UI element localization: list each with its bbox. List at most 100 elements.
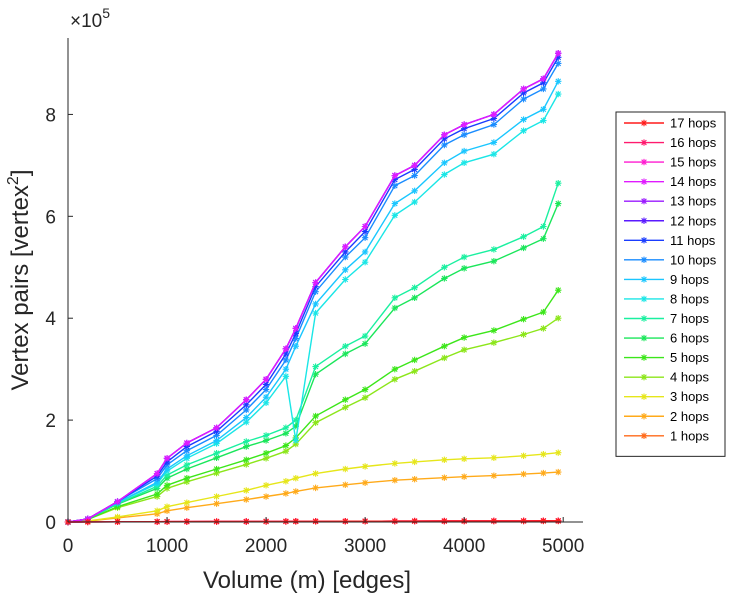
data-point (262, 393, 270, 401)
series-4-hops (64, 315, 562, 526)
data-point (490, 327, 498, 334)
legend-swatch-marker (640, 119, 648, 127)
legend-swatch-marker (640, 432, 648, 439)
data-point (460, 253, 468, 261)
series-5-hops (64, 286, 562, 526)
data-point (114, 498, 121, 505)
data-point (183, 439, 191, 447)
data-point (391, 304, 399, 312)
data-point (391, 294, 399, 302)
data-point (213, 465, 220, 473)
series-line (67, 317, 559, 523)
y-tick-label: 8 (45, 105, 56, 126)
data-point (391, 376, 399, 383)
data-point (342, 518, 349, 525)
x-tick-label: 1000 (146, 536, 188, 557)
legend-label: 5 hops (670, 350, 710, 365)
data-point (183, 465, 191, 473)
y-tick-label: 2 (45, 411, 56, 432)
data-point (490, 150, 498, 158)
data-point (391, 200, 399, 207)
data-point (292, 488, 299, 495)
data-point (312, 279, 319, 286)
data-point (153, 479, 161, 486)
data-point (282, 430, 290, 437)
legend-entry: 12 hops (624, 213, 717, 228)
data-point (460, 346, 468, 353)
legend-swatch-marker (640, 158, 648, 166)
y-axis-label-group: Vertex pairs [vertex2] (5, 170, 34, 391)
data-point (361, 479, 369, 486)
data-point (411, 458, 418, 466)
legend-entry: 17 hops (624, 116, 717, 131)
data-point (540, 325, 547, 332)
series-line (67, 289, 559, 523)
data-point (540, 85, 547, 93)
data-point (183, 478, 191, 485)
data-point (460, 125, 468, 132)
data-point (361, 248, 369, 256)
data-point (520, 517, 527, 525)
data-point (555, 54, 562, 61)
data-point (312, 300, 319, 308)
legend-entry: 5 hops (624, 350, 710, 365)
legend-swatch-marker (640, 334, 648, 342)
legend-entry: 4 hops (624, 370, 710, 385)
data-point (342, 343, 349, 350)
data-point (243, 406, 250, 414)
data-point (520, 470, 527, 478)
data-point (312, 283, 319, 290)
data-point (441, 264, 448, 271)
legend-label: 1 hops (670, 428, 710, 443)
data-point (262, 381, 270, 388)
data-point (282, 447, 290, 455)
series-line (67, 63, 559, 523)
legend-swatch-marker (640, 315, 648, 322)
data-point (262, 399, 270, 406)
data-point (342, 243, 349, 251)
y-axis-label: Vertex pairs [vertex2] (5, 170, 34, 391)
data-point (243, 518, 250, 525)
legend-entry: 1 hops (624, 428, 710, 443)
data-point (243, 496, 250, 503)
data-point (411, 172, 418, 179)
legend-entry: 7 hops (624, 311, 710, 326)
data-point (441, 131, 448, 138)
series-line (67, 203, 559, 523)
legend-entry: 8 hops (624, 291, 710, 306)
data-point (163, 455, 171, 462)
plot-area (64, 50, 562, 526)
data-point (540, 223, 547, 230)
data-point (292, 518, 299, 525)
data-point (312, 412, 319, 420)
data-point (490, 246, 498, 253)
series-3-hops (64, 449, 562, 526)
data-point (555, 315, 562, 322)
data-point (312, 309, 319, 317)
data-point (183, 499, 191, 506)
legend-label: 9 hops (670, 272, 710, 287)
data-point (411, 162, 418, 169)
data-point (262, 386, 270, 393)
series-line (67, 57, 559, 523)
legend-swatch-marker (640, 393, 648, 400)
data-point (411, 294, 418, 302)
data-point (520, 233, 527, 240)
legend-entry: 11 hops (624, 233, 716, 248)
data-point (262, 493, 270, 500)
series-line (67, 80, 559, 523)
data-point (540, 75, 547, 82)
legend-label: 4 hops (670, 370, 710, 385)
data-point (243, 418, 250, 426)
legend-label: 15 hops (670, 155, 717, 170)
data-point (163, 482, 171, 489)
series-line (67, 52, 559, 523)
legend-label: 3 hops (670, 389, 710, 404)
y-tick-label: 0 (45, 513, 56, 534)
data-point (243, 438, 250, 445)
legend-label: 16 hops (670, 135, 717, 150)
data-point (342, 248, 349, 256)
data-point (213, 454, 220, 462)
data-point (391, 517, 399, 525)
data-point (520, 244, 527, 252)
